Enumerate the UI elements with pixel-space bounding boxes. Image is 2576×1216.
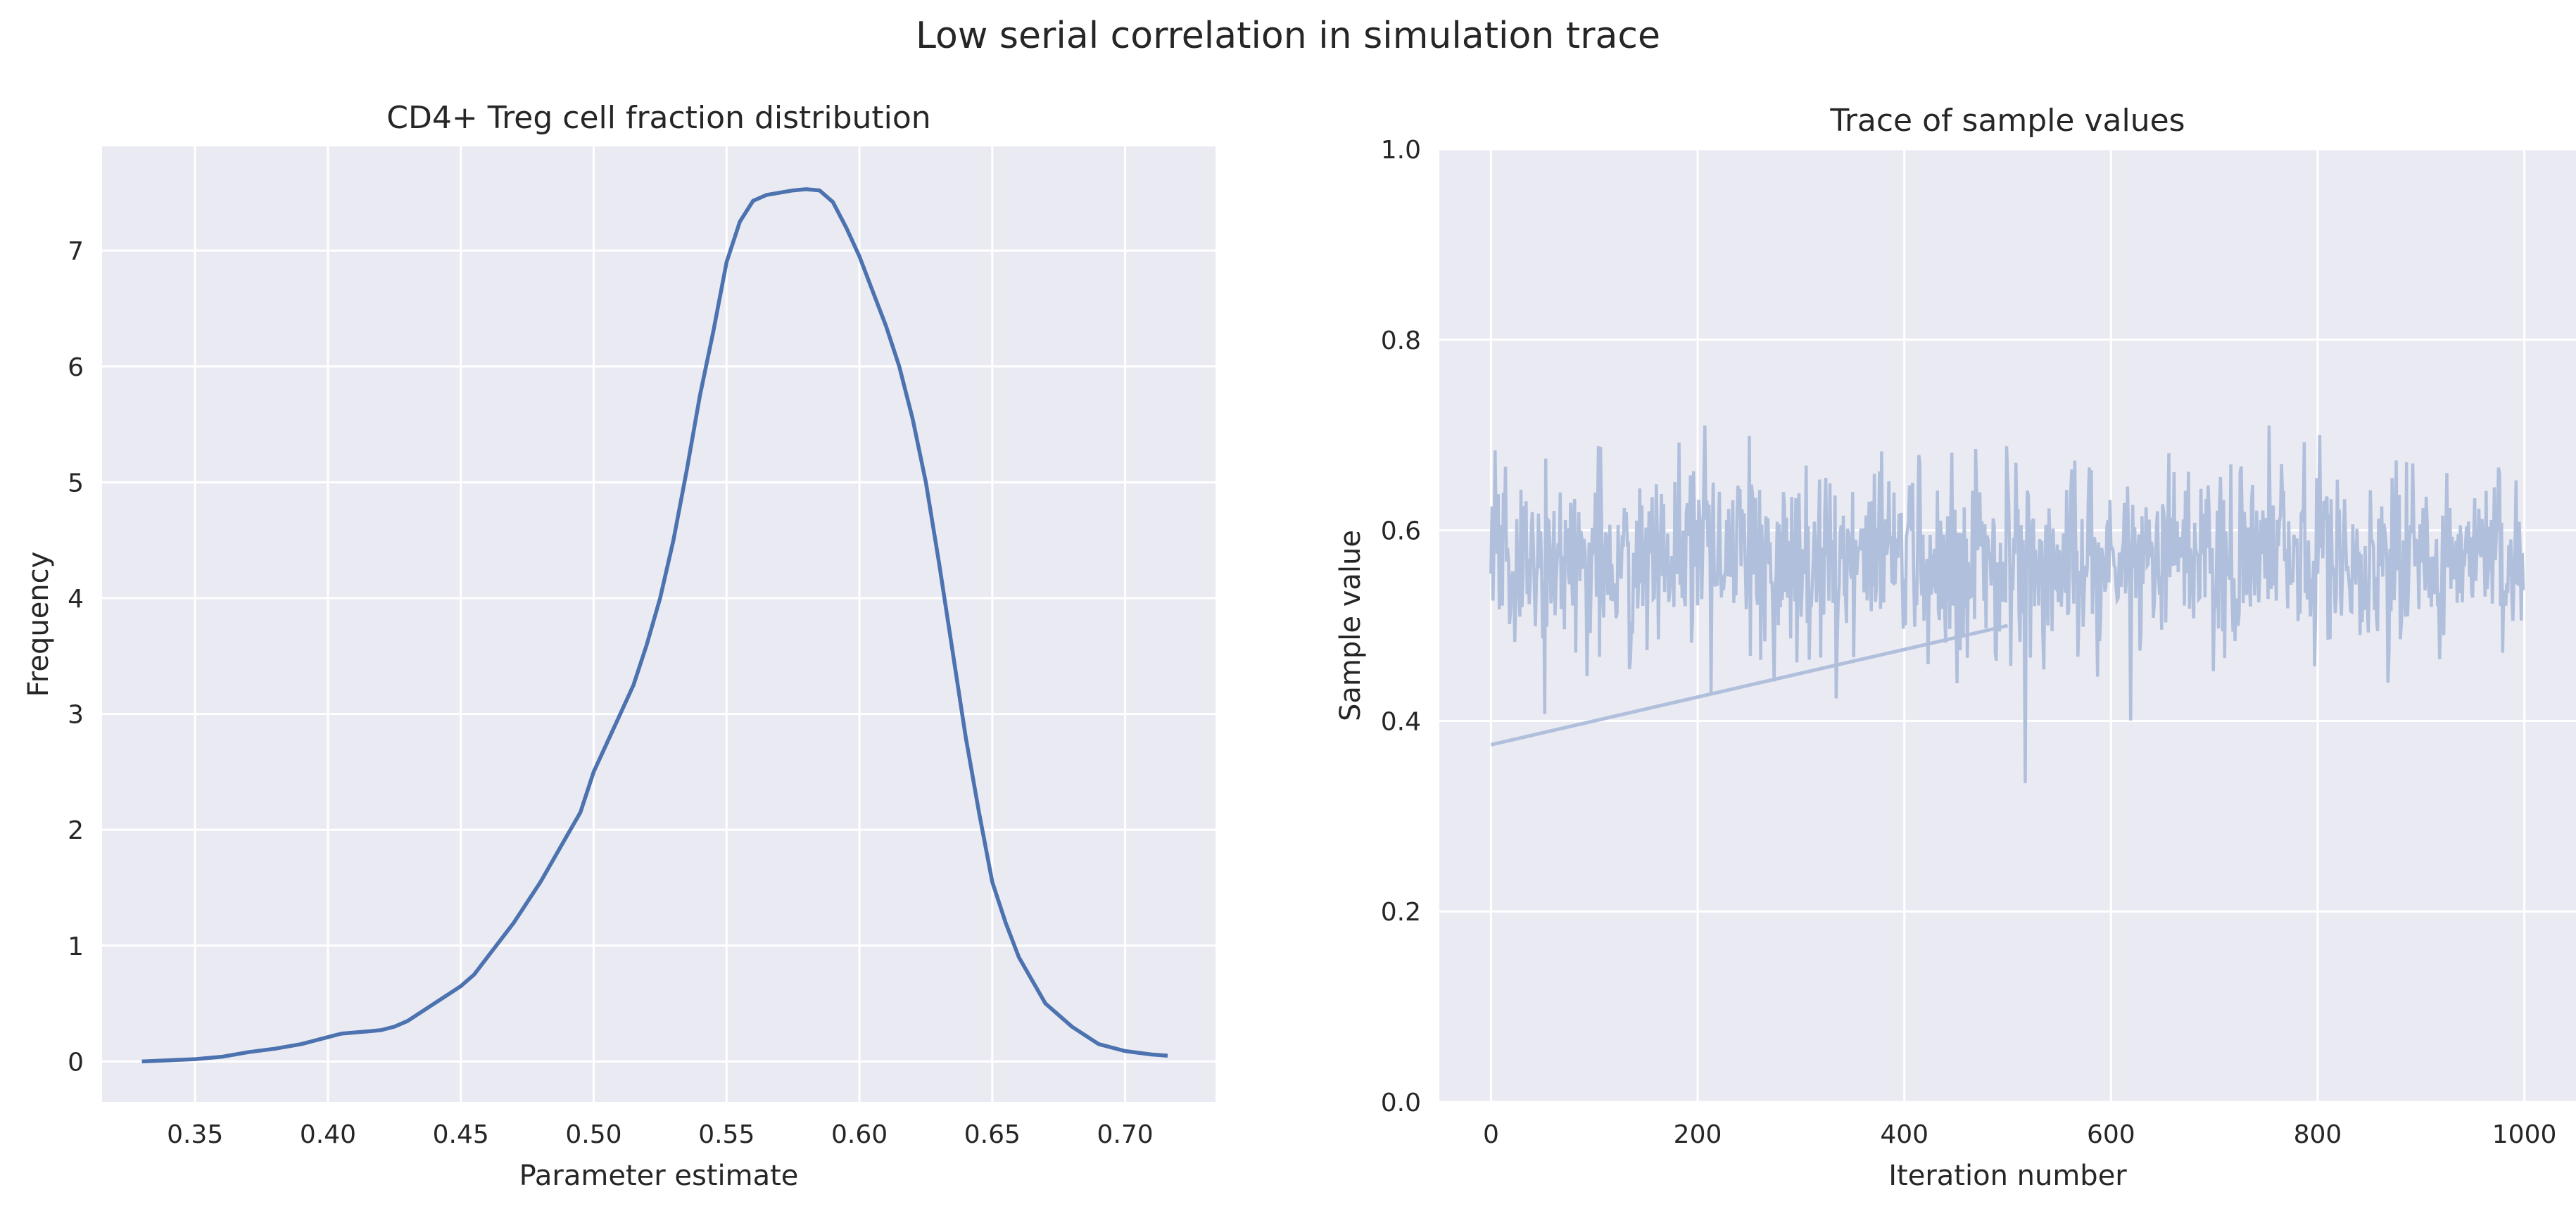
y-tick-label: 3	[68, 701, 84, 730]
y-tick-label: 0.4	[1381, 707, 1421, 736]
kde-density-line	[141, 187, 1168, 1064]
x-tick-label: 1000	[2492, 1120, 2557, 1149]
kde-y-axis-label: Frequency	[23, 552, 55, 697]
kde-x-tick-labels: 0.35 0.40 0.45 0.50 0.55 0.60 0.65 0.70	[167, 1120, 1154, 1149]
trace-x-axis-label: Iteration number	[1888, 1160, 2127, 1192]
kde-title: CD4+ Treg cell fraction distribution	[386, 100, 930, 136]
trace-burn-in-line	[1490, 623, 2009, 747]
trace-y-axis-label: Sample value	[1334, 530, 1367, 721]
y-tick-label: 1.0	[1381, 136, 1421, 165]
y-tick-label: 2	[68, 816, 84, 845]
y-tick-label: 6	[68, 353, 84, 382]
x-tick-label: 0	[1483, 1120, 1499, 1149]
x-tick-label: 0.35	[167, 1120, 223, 1149]
x-tick-label: 0.70	[1097, 1120, 1154, 1149]
x-tick-label: 0.40	[300, 1120, 356, 1149]
trace-title: Trace of sample values	[1829, 103, 2185, 139]
y-tick-label: 0.0	[1381, 1089, 1421, 1117]
kde-x-axis-label: Parameter estimate	[519, 1160, 799, 1192]
x-tick-label: 400	[1880, 1120, 1928, 1149]
x-tick-label: 0.60	[831, 1120, 888, 1149]
y-tick-label: 0	[68, 1048, 84, 1077]
x-tick-label: 0.45	[433, 1120, 489, 1149]
trace-y-tick-labels: 0.0 0.2 0.4 0.6 0.8 1.0	[1381, 136, 1421, 1117]
kde-panel: 0.35 0.40 0.45 0.50 0.55 0.60 0.65 0.70 0 1 2 3 4 5 6…	[23, 100, 1216, 1192]
x-tick-label: 0.50	[565, 1120, 621, 1149]
y-tick-label: 4	[68, 585, 84, 614]
trace-panel: 0 200 400 600 800 1000 0.0 0.2 0.4 0.6 0.8 1.0 Tra…	[1334, 103, 2576, 1192]
y-tick-label: 1	[68, 932, 84, 961]
trace-x-tick-labels: 0 200 400 600 800 1000	[1483, 1120, 2556, 1149]
x-tick-label: 600	[2087, 1120, 2135, 1149]
kde-y-tick-labels: 0 1 2 3 4 5 6 7	[68, 237, 84, 1077]
x-tick-label: 0.65	[964, 1120, 1021, 1149]
kde-plot-area	[102, 146, 1216, 1102]
y-tick-label: 0.8	[1381, 327, 1421, 355]
y-tick-label: 7	[68, 237, 84, 266]
figure-suptitle: Low serial correlation in simulation tra…	[916, 15, 1660, 57]
x-tick-label: 800	[2294, 1120, 2342, 1149]
y-tick-label: 5	[68, 469, 84, 498]
x-tick-label: 200	[1674, 1120, 1722, 1149]
y-tick-label: 0.6	[1381, 517, 1421, 546]
x-tick-label: 0.55	[698, 1120, 755, 1149]
trace-sample-line	[1489, 425, 2525, 783]
y-tick-label: 0.2	[1381, 898, 1421, 927]
